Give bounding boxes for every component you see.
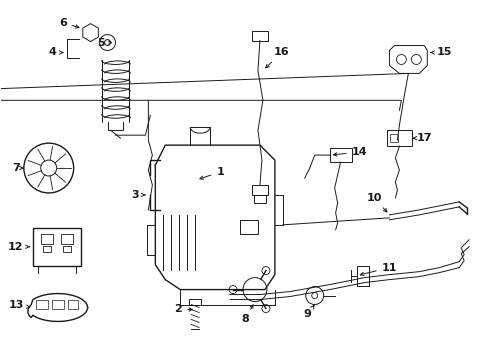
Bar (252, 31, 268, 41)
Text: 7: 7 (12, 163, 23, 173)
Bar (61, 234, 73, 244)
Text: 14: 14 (334, 147, 368, 157)
Bar (391, 134, 398, 142)
Text: 8: 8 (241, 305, 253, 324)
Text: 5: 5 (97, 37, 112, 48)
Text: 6: 6 (59, 18, 79, 28)
Text: 12: 12 (8, 242, 29, 252)
Text: 10: 10 (367, 193, 387, 212)
Text: 13: 13 (8, 300, 30, 310)
Bar (189, 298, 201, 305)
Text: 3: 3 (132, 190, 145, 200)
Text: 1: 1 (200, 167, 224, 179)
Bar (52, 300, 64, 310)
Bar (33, 228, 81, 266)
Text: 4: 4 (49, 48, 63, 58)
Bar (254, 195, 266, 203)
Bar (330, 148, 352, 162)
Text: 2: 2 (174, 305, 192, 315)
Bar (240, 220, 258, 234)
Bar (63, 246, 71, 252)
Bar (43, 246, 51, 252)
Bar (36, 300, 48, 310)
Bar (41, 234, 53, 244)
Text: 16: 16 (266, 48, 290, 68)
Text: 9: 9 (304, 305, 314, 319)
Bar (388, 130, 413, 146)
Bar (68, 300, 77, 310)
Text: 15: 15 (431, 48, 452, 58)
Bar (357, 266, 368, 285)
Bar (252, 185, 268, 195)
Text: 11: 11 (360, 263, 397, 275)
Text: 17: 17 (413, 133, 432, 143)
